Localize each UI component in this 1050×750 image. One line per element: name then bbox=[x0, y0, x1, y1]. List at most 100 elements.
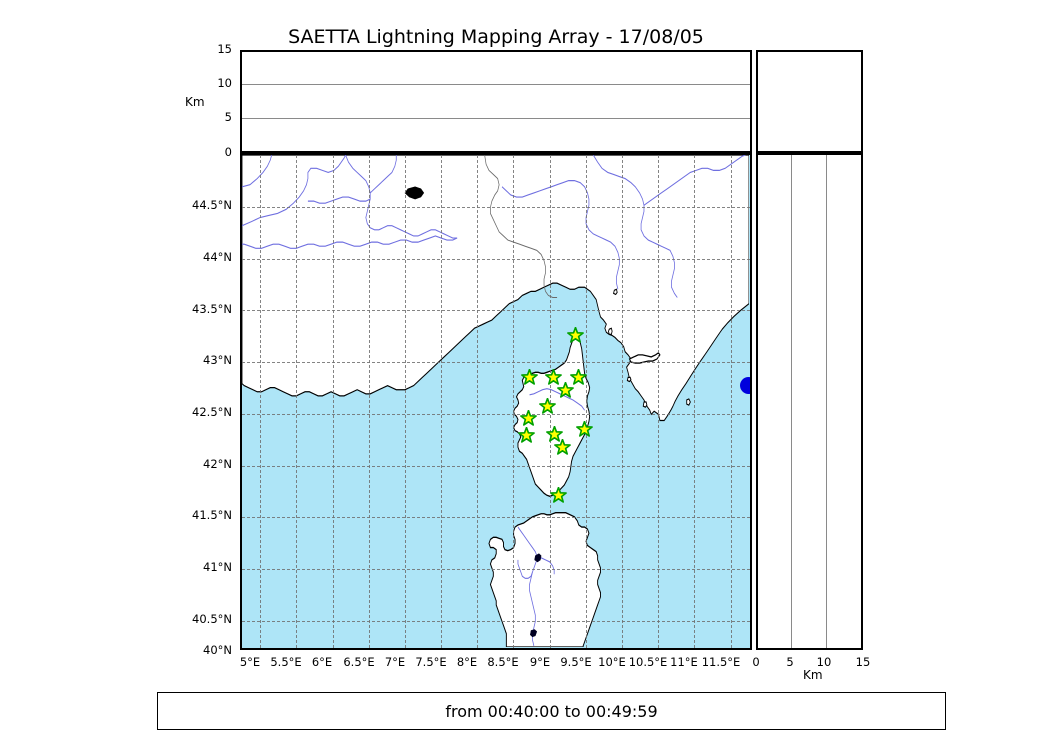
map-xtick-10E: 10°E bbox=[598, 655, 626, 669]
map-ytick-42N: 42°N bbox=[203, 457, 232, 471]
map-panel[interactable] bbox=[240, 153, 752, 650]
river-9 bbox=[501, 180, 620, 290]
station-06-star-icon bbox=[539, 397, 557, 415]
station-04-star-icon bbox=[570, 368, 588, 386]
graticule-41N bbox=[242, 569, 750, 571]
graticule-10E bbox=[622, 155, 623, 648]
map-xtick-6.5E: 6.5°E bbox=[343, 655, 375, 669]
map-xtick-11.5E: 11.5°E bbox=[701, 655, 741, 669]
gridline-5km bbox=[242, 117, 750, 119]
gorgona-island bbox=[613, 288, 618, 296]
graticule-8.5E bbox=[513, 155, 515, 648]
gridline-10km-right bbox=[825, 155, 827, 648]
map-xtick-7.5E: 7.5°E bbox=[415, 655, 447, 669]
altitude-histogram-panel[interactable] bbox=[756, 50, 863, 153]
map-xtick-11E: 11°E bbox=[670, 655, 698, 669]
sardinia-river-1 bbox=[517, 526, 538, 579]
map-ytick-40N: 40°N bbox=[203, 643, 232, 657]
lake-1 bbox=[404, 186, 425, 200]
gridline-5km-right bbox=[791, 155, 793, 648]
map-xtick-8.5E: 8.5°E bbox=[487, 655, 519, 669]
map-ytick-40.5N: 40.5°N bbox=[192, 612, 232, 626]
station-01-star-icon bbox=[566, 326, 584, 344]
map-xtick-5.5E: 5.5°E bbox=[270, 655, 302, 669]
graticule-9.5E bbox=[585, 155, 587, 648]
map-ytick-44N: 44°N bbox=[203, 250, 232, 264]
time-window-text: from 00:40:00 to 00:49:59 bbox=[445, 701, 658, 721]
river-4 bbox=[307, 196, 371, 204]
map-xtick-10.5E: 10.5°E bbox=[628, 655, 668, 669]
river-2 bbox=[242, 155, 346, 227]
graticule-6E bbox=[332, 155, 334, 648]
river-1 bbox=[242, 155, 273, 188]
top-ytick-15: 15 bbox=[217, 42, 232, 56]
graticule-9E bbox=[549, 155, 551, 648]
station-12-star-icon bbox=[550, 486, 567, 504]
right-xtick-10: 10 bbox=[816, 655, 832, 669]
graticule-11E bbox=[694, 155, 696, 648]
latitude-vs-altitude-panel[interactable] bbox=[756, 153, 863, 650]
graticule-5E bbox=[260, 155, 262, 648]
graticule-10.5E bbox=[658, 155, 660, 648]
graticule-44.5N bbox=[242, 206, 750, 208]
station-11-star-icon bbox=[554, 438, 572, 456]
top-panel-ylabel: Km bbox=[185, 95, 205, 109]
top-ytick-5: 5 bbox=[224, 110, 232, 124]
map-xtick-5E: 5°E bbox=[239, 655, 261, 669]
map-xtick-9E: 9°E bbox=[529, 655, 551, 669]
right-xtick-5: 5 bbox=[786, 655, 794, 669]
graticule-43.5N bbox=[242, 310, 750, 312]
map-ytick-41N: 41°N bbox=[203, 560, 232, 574]
altitude-vs-longitude-panel[interactable] bbox=[240, 50, 752, 153]
corsica-river bbox=[529, 388, 585, 411]
station-09-star-icon bbox=[518, 427, 536, 444]
sardinia-lake-2 bbox=[530, 629, 538, 638]
capraia-island bbox=[608, 327, 613, 335]
map-xtick-9.5E: 9.5°E bbox=[560, 655, 592, 669]
montecristo-island bbox=[642, 401, 648, 408]
graticule-7.5E bbox=[441, 155, 443, 648]
right-xtick-15: 15 bbox=[855, 655, 871, 669]
graticule-42N bbox=[242, 465, 750, 467]
station-03-star-icon bbox=[545, 368, 562, 386]
time-window-bar[interactable]: from 00:40:00 to 00:49:59 bbox=[157, 692, 946, 730]
graticule-40.5N bbox=[242, 620, 750, 622]
map-geometry bbox=[242, 155, 749, 647]
river-7 bbox=[592, 155, 678, 298]
graticule-7E bbox=[404, 155, 406, 648]
map-xtick-6E: 6°E bbox=[311, 655, 333, 669]
sardinia-coastline bbox=[488, 512, 601, 647]
map-ytick-41.5N: 41.5°N bbox=[192, 508, 232, 522]
graticule-11.5E bbox=[730, 155, 732, 648]
graticule-44N bbox=[242, 258, 750, 260]
source-marker-1 bbox=[739, 377, 750, 395]
national-border bbox=[484, 155, 558, 298]
map-ytick-43.5N: 43.5°N bbox=[192, 302, 232, 316]
map-ytick-44.5N: 44.5°N bbox=[192, 198, 232, 212]
graticule-41.5N bbox=[242, 517, 750, 519]
station-07-star-icon bbox=[519, 409, 537, 427]
pianosa-island bbox=[626, 376, 632, 383]
gridline-10km bbox=[242, 84, 750, 86]
river-6 bbox=[242, 235, 458, 249]
map-ytick-42.5N: 42.5°N bbox=[192, 405, 232, 419]
station-05-star-icon bbox=[557, 381, 575, 399]
river-3 bbox=[345, 155, 458, 239]
right-panel-xlabel: Km bbox=[803, 668, 823, 682]
giglio-island bbox=[686, 398, 691, 406]
station-10-star-icon bbox=[546, 426, 564, 443]
sardinia-lake-1 bbox=[534, 553, 542, 563]
graticule-6.5E bbox=[368, 155, 370, 648]
top-ytick-10: 10 bbox=[217, 76, 232, 90]
station-02-star-icon bbox=[521, 368, 538, 386]
graticule-43N bbox=[242, 362, 750, 364]
graticule-5.5E bbox=[296, 155, 298, 648]
map-ytick-43N: 43°N bbox=[203, 353, 232, 367]
river-5 bbox=[369, 155, 397, 194]
top-ytick-0: 0 bbox=[224, 145, 232, 159]
page-title: SAETTA Lightning Mapping Array - 17/08/0… bbox=[288, 26, 704, 48]
right-xtick-0: 0 bbox=[752, 655, 760, 669]
graticule-8E bbox=[477, 155, 479, 648]
station-08-star-icon bbox=[576, 420, 593, 438]
